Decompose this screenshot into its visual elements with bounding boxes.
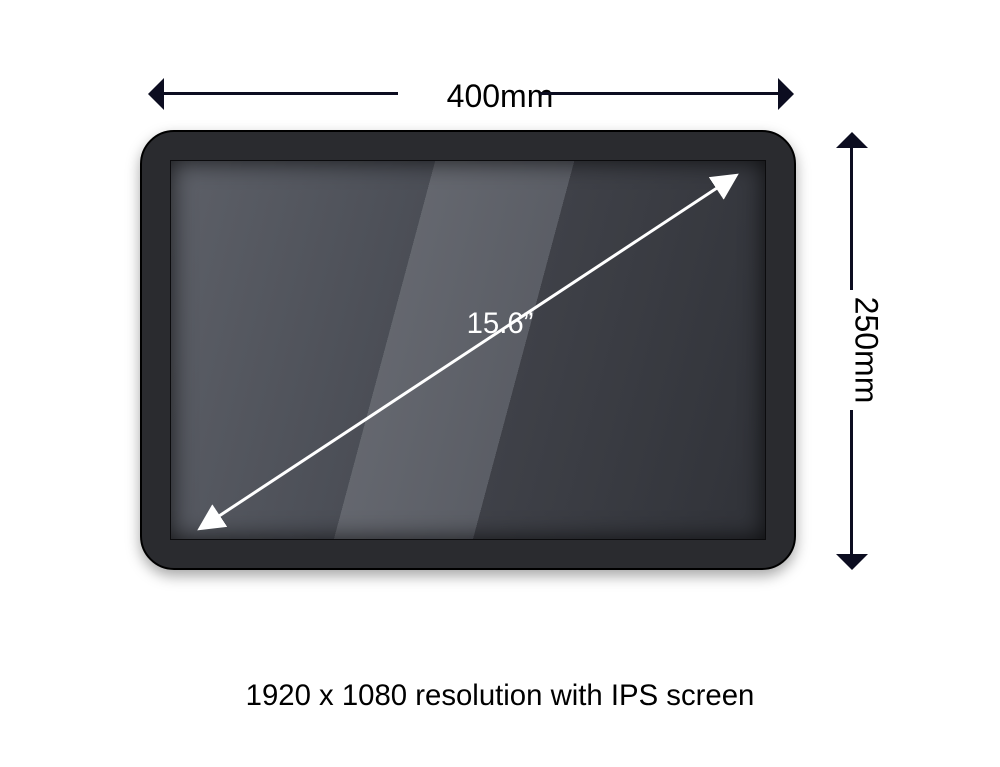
width-arrow-line-right: [540, 92, 778, 95]
diagonal-size-label: 15.6”: [467, 307, 534, 341]
height-arrow-line-bottom: [850, 410, 853, 554]
resolution-caption: 1920 x 1080 resolution with IPS screen: [0, 679, 1000, 713]
height-arrow-head-up-icon: [836, 132, 868, 148]
height-arrow-line-top: [850, 148, 853, 290]
tablet-body: [140, 130, 796, 570]
width-arrow-head-right-icon: [778, 78, 794, 110]
height-arrow-head-down-icon: [836, 554, 868, 570]
product-dimension-figure: 400mm 250mm 15.6” 1920 x 1080 resolution…: [0, 0, 1000, 767]
height-dimension-label: 250mm: [848, 297, 885, 404]
width-arrow-head-left-icon: [148, 78, 164, 110]
width-arrow-line-left: [164, 92, 398, 95]
tablet-screen: [170, 160, 766, 540]
screen-glare: [171, 161, 765, 539]
